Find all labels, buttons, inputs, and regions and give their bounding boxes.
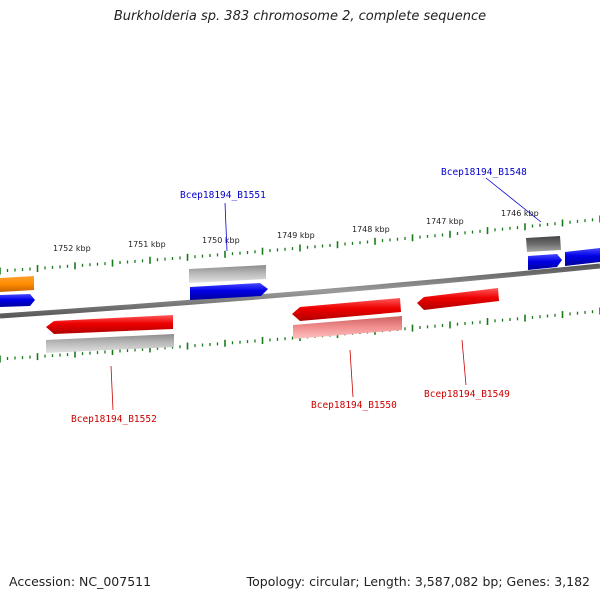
gene-label-b1551[interactable]: Bcep18194_B1551	[180, 190, 266, 201]
gene-arrow-orange-left[interactable]	[0, 276, 34, 292]
gene-label-b1549[interactable]: Bcep18194_B1549	[424, 389, 510, 400]
chromosome-backbone	[0, 263, 600, 319]
feature-pink-b1550[interactable]	[293, 316, 402, 339]
feature-gray-b1551[interactable]	[189, 265, 266, 283]
leader-b1549	[461, 339, 467, 386]
leader-b1551	[224, 202, 228, 252]
scale-label-1752: 1752 kbp	[53, 244, 91, 253]
leader-lines	[110, 177, 542, 411]
scale-label-1747: 1747 kbp	[426, 217, 464, 226]
gene-arrow-blue-left[interactable]	[0, 294, 35, 307]
map-title: Burkholderia sp. 383 chromosome 2, compl…	[113, 9, 487, 24]
leader-b1548	[485, 177, 542, 223]
scale-label-1746: 1746 kbp	[501, 209, 539, 218]
upper-scale-track	[0, 215, 600, 275]
gene-arrow-b1550[interactable]	[292, 298, 401, 321]
scale-label-1749: 1749 kbp	[277, 231, 315, 240]
gene-arrow-b1548[interactable]	[528, 254, 562, 270]
gene-arrow-b1549[interactable]	[417, 288, 499, 310]
reverse-features	[46, 288, 499, 353]
scale-labels: 1752 kbp 1751 kbp 1750 kbp 1749 kbp 1748…	[53, 209, 539, 253]
gene-label-b1550[interactable]: Bcep18194_B1550	[311, 400, 397, 411]
accession-text: Accession: NC_007511	[9, 574, 152, 589]
scale-label-1751: 1751 kbp	[128, 240, 166, 249]
forward-features	[0, 236, 600, 307]
feature-dark-b1548[interactable]	[526, 236, 561, 252]
feature-gray-b1552[interactable]	[46, 334, 174, 353]
gene-arrow-b1551[interactable]	[190, 283, 268, 300]
scale-label-1748: 1748 kbp	[352, 225, 390, 234]
gene-label-b1552[interactable]: Bcep18194_B1552	[71, 414, 157, 425]
leader-b1550	[349, 349, 354, 398]
gene-label-b1548[interactable]: Bcep18194_B1548	[441, 167, 527, 178]
leader-b1552	[110, 365, 114, 411]
genome-summary-text: Topology: circular; Length: 3,587,082 bp…	[246, 574, 590, 589]
gene-labels: Bcep18194_B1551 Bcep18194_B1548 Bcep1819…	[71, 167, 527, 425]
gene-arrow-b1552[interactable]	[46, 315, 173, 334]
gene-arrow-blue-right[interactable]	[565, 248, 600, 266]
scale-label-1750: 1750 kbp	[202, 236, 240, 245]
